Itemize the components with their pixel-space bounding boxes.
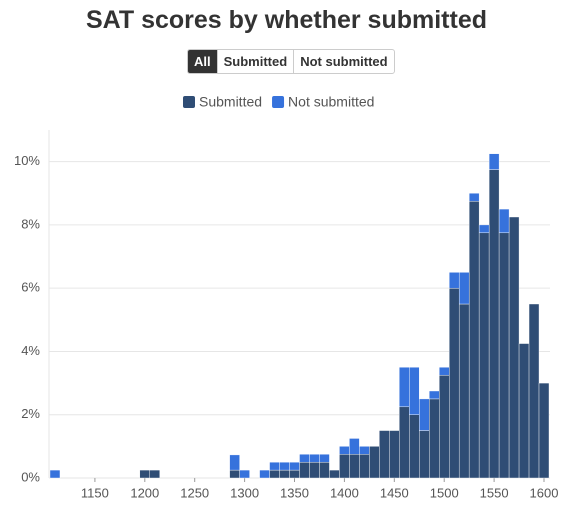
y-tick-label: 8% bbox=[21, 216, 40, 231]
bar bbox=[49, 469, 61, 479]
bar bbox=[419, 398, 430, 431]
bar bbox=[319, 454, 330, 463]
bar bbox=[488, 153, 500, 170]
bar bbox=[439, 367, 450, 376]
bar bbox=[439, 374, 450, 479]
y-tick-label: 4% bbox=[21, 343, 40, 358]
bar bbox=[339, 454, 350, 479]
filter-button[interactable]: All bbox=[188, 50, 217, 73]
bar bbox=[429, 398, 440, 479]
bar bbox=[269, 461, 280, 471]
bar bbox=[458, 272, 470, 305]
x-tick-label: 1600 bbox=[530, 485, 559, 500]
bar bbox=[399, 406, 410, 479]
bar bbox=[359, 446, 370, 455]
bar bbox=[299, 454, 310, 463]
bar bbox=[478, 232, 490, 479]
chart-title: SAT scores by whether submitted bbox=[85, 6, 487, 34]
bar bbox=[449, 287, 460, 479]
bar bbox=[409, 414, 420, 479]
y-tick-label: 2% bbox=[21, 406, 40, 421]
bar bbox=[449, 272, 460, 289]
y-tick-label: 0% bbox=[21, 469, 40, 484]
x-tick-label: 1450 bbox=[380, 485, 409, 500]
bar bbox=[139, 469, 150, 479]
bar bbox=[359, 454, 370, 479]
bar bbox=[279, 469, 290, 479]
bar bbox=[468, 193, 480, 202]
x-tick-label: 1250 bbox=[180, 485, 209, 500]
bar bbox=[229, 469, 240, 479]
x-tick-label: 1150 bbox=[81, 485, 109, 500]
filter-buttons: All Submitted Not submitted bbox=[187, 49, 395, 74]
bar bbox=[429, 390, 440, 400]
legend-swatch bbox=[183, 96, 195, 108]
y-tick-label: 10% bbox=[14, 153, 40, 168]
bar bbox=[518, 343, 530, 479]
bar bbox=[468, 200, 480, 479]
bar bbox=[419, 430, 430, 479]
x-tick-label: 1300 bbox=[230, 485, 259, 500]
bar bbox=[259, 469, 270, 479]
filter-button[interactable]: Submitted bbox=[216, 50, 294, 73]
bar bbox=[528, 303, 540, 479]
bar bbox=[349, 454, 360, 479]
bar bbox=[538, 382, 550, 479]
bar bbox=[289, 461, 300, 471]
bar bbox=[149, 469, 160, 479]
bar bbox=[329, 469, 340, 479]
legend-label: Submitted bbox=[199, 94, 262, 110]
bar bbox=[498, 232, 510, 479]
bar bbox=[289, 469, 300, 479]
bar bbox=[269, 469, 280, 479]
bar bbox=[309, 461, 320, 479]
bar bbox=[508, 216, 520, 479]
bar bbox=[458, 303, 470, 479]
y-tick-label: 6% bbox=[21, 280, 40, 295]
bar bbox=[399, 367, 410, 408]
bar bbox=[409, 367, 420, 415]
bar bbox=[498, 208, 510, 234]
bar bbox=[379, 430, 390, 479]
bar bbox=[478, 224, 490, 234]
bar bbox=[389, 430, 400, 479]
legend-swatch bbox=[272, 96, 285, 108]
x-tick-label: 1400 bbox=[330, 485, 359, 500]
bar bbox=[279, 461, 290, 471]
bar bbox=[349, 438, 360, 455]
bar bbox=[299, 461, 310, 479]
bar bbox=[309, 454, 320, 463]
bar bbox=[488, 169, 500, 479]
bar bbox=[339, 446, 350, 455]
bar bbox=[229, 454, 240, 471]
x-tick-label: 1550 bbox=[480, 485, 509, 500]
x-tick-label: 1200 bbox=[130, 485, 159, 500]
bar bbox=[369, 446, 380, 479]
x-tick-label: 1500 bbox=[430, 485, 459, 500]
x-tick-label: 1350 bbox=[280, 485, 309, 500]
bar bbox=[319, 461, 330, 479]
bar bbox=[239, 469, 250, 479]
legend-label: Not submitted bbox=[288, 94, 374, 110]
filter-button[interactable]: Not submitted bbox=[293, 50, 393, 73]
